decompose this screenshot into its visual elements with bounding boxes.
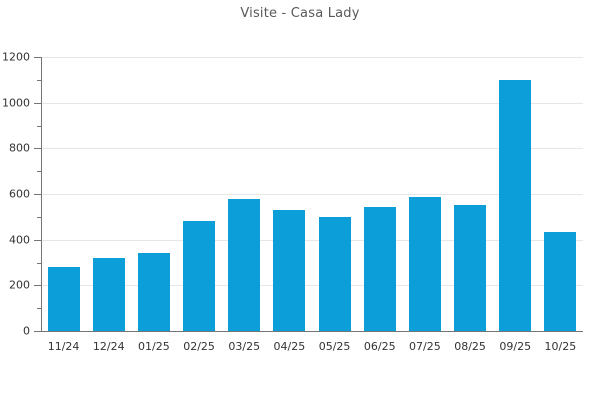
y-minor-tick [37, 216, 41, 218]
y-tick-label: 1000 [2, 96, 30, 110]
y-major-tick [34, 239, 41, 241]
y-minor-tick [37, 308, 41, 310]
y-tick-label: 200 [9, 278, 30, 292]
y-major-tick [34, 57, 41, 58]
y-axis-line [41, 57, 42, 332]
x-tick-label: 01/25 [138, 340, 170, 353]
y-major-tick [34, 285, 41, 287]
bar [228, 198, 261, 331]
bar [454, 205, 487, 331]
x-tick-label: 05/25 [318, 340, 351, 353]
y-gridline [41, 285, 583, 287]
x-tick-label: 02/25 [183, 340, 215, 353]
x-tick-label: 08/25 [454, 340, 486, 353]
y-gridline [41, 57, 583, 58]
bar [273, 209, 306, 331]
y-gridline [41, 239, 583, 241]
bar [408, 197, 441, 331]
x-tick-label: 06/25 [363, 340, 396, 353]
x-tick-label: 10/25 [544, 340, 577, 353]
y-minor-tick [37, 125, 41, 127]
y-major-tick [34, 331, 41, 332]
y-major-tick [34, 102, 41, 104]
bar [363, 206, 396, 331]
x-tick-label: 11/24 [47, 340, 80, 353]
y-gridline [41, 102, 583, 104]
y-gridline [41, 148, 583, 150]
y-tick-label: 0 [23, 324, 30, 338]
x-tick-label: 03/25 [228, 340, 261, 353]
bar [499, 79, 532, 331]
bar [183, 221, 216, 331]
y-minor-tick [37, 79, 41, 81]
y-minor-tick [37, 171, 41, 173]
y-tick-label: 600 [9, 187, 30, 201]
bar [544, 231, 577, 331]
y-major-tick [34, 194, 41, 195]
y-minor-tick [37, 262, 41, 264]
x-axis-line [41, 331, 583, 332]
y-major-tick [34, 148, 41, 150]
x-tick-label: 12/24 [92, 340, 125, 353]
y-tick-label: 400 [9, 233, 30, 247]
x-tick-label: 04/25 [273, 340, 306, 353]
y-tick-label: 1200 [2, 50, 30, 64]
bar [47, 267, 80, 331]
y-tick-label: 800 [9, 141, 30, 155]
bar [92, 257, 125, 331]
x-tick-label: 09/25 [499, 340, 532, 353]
bar [137, 253, 170, 331]
chart-title: Visite - Casa Lady [240, 6, 360, 21]
x-tick-label: 07/25 [409, 340, 441, 353]
y-gridline [41, 194, 583, 195]
bar [318, 216, 351, 331]
